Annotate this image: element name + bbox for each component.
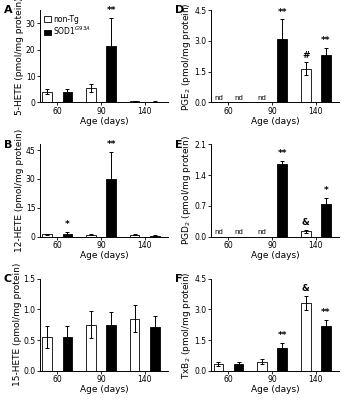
Bar bbox=[150, 236, 160, 237]
Text: **: ** bbox=[107, 140, 116, 149]
Text: nd: nd bbox=[214, 229, 223, 235]
Text: **: ** bbox=[321, 308, 331, 317]
Legend: non-Tg, SOD1$^{G93A}$: non-Tg, SOD1$^{G93A}$ bbox=[43, 14, 92, 38]
Bar bbox=[106, 179, 116, 237]
X-axis label: Age (days): Age (days) bbox=[80, 386, 128, 394]
Bar bbox=[86, 88, 96, 102]
X-axis label: Age (days): Age (days) bbox=[80, 251, 128, 260]
Text: **: ** bbox=[277, 331, 287, 340]
Bar bbox=[106, 325, 116, 371]
Bar bbox=[42, 337, 52, 371]
Bar bbox=[277, 348, 287, 371]
Bar bbox=[321, 326, 331, 371]
Text: &: & bbox=[302, 218, 310, 227]
Text: B: B bbox=[3, 140, 12, 150]
Bar bbox=[301, 68, 310, 102]
Bar bbox=[42, 234, 52, 237]
Bar bbox=[277, 39, 287, 102]
Text: F: F bbox=[175, 274, 182, 284]
Bar bbox=[86, 325, 96, 371]
Bar bbox=[150, 326, 160, 371]
Text: nd: nd bbox=[214, 94, 223, 100]
Bar bbox=[130, 101, 139, 102]
Y-axis label: 5-HETE (pmol/mg protein): 5-HETE (pmol/mg protein) bbox=[15, 0, 24, 115]
Text: **: ** bbox=[277, 149, 287, 158]
Bar bbox=[63, 234, 72, 237]
Text: *: * bbox=[65, 220, 70, 229]
Bar bbox=[321, 204, 331, 237]
Text: **: ** bbox=[107, 6, 116, 15]
Bar bbox=[277, 164, 287, 237]
Bar bbox=[130, 318, 139, 371]
Bar bbox=[42, 92, 52, 102]
Text: A: A bbox=[3, 6, 12, 16]
Bar bbox=[130, 235, 139, 237]
Bar bbox=[301, 231, 310, 237]
Bar bbox=[214, 364, 223, 371]
Bar bbox=[234, 364, 243, 371]
Y-axis label: 12-HETE (pmol/mg protein): 12-HETE (pmol/mg protein) bbox=[15, 129, 24, 252]
Text: D: D bbox=[175, 6, 184, 16]
X-axis label: Age (days): Age (days) bbox=[251, 386, 299, 394]
Text: **: ** bbox=[321, 36, 331, 45]
Bar bbox=[321, 55, 331, 102]
Text: nd: nd bbox=[258, 229, 267, 235]
Text: *: * bbox=[324, 186, 328, 195]
Text: **: ** bbox=[277, 8, 287, 16]
Text: nd: nd bbox=[234, 229, 243, 235]
Text: nd: nd bbox=[258, 94, 267, 100]
Bar bbox=[63, 92, 72, 102]
Y-axis label: PGD$_2$ (pmol/mg protein): PGD$_2$ (pmol/mg protein) bbox=[180, 136, 193, 246]
Text: nd: nd bbox=[234, 94, 243, 100]
X-axis label: Age (days): Age (days) bbox=[251, 251, 299, 260]
Bar bbox=[86, 235, 96, 237]
Bar bbox=[63, 337, 72, 371]
Bar bbox=[257, 362, 267, 371]
Text: E: E bbox=[175, 140, 182, 150]
Y-axis label: TxB$_2$ (pmol/mg protein): TxB$_2$ (pmol/mg protein) bbox=[180, 271, 193, 378]
X-axis label: Age (days): Age (days) bbox=[251, 117, 299, 126]
Bar bbox=[106, 46, 116, 102]
Text: &: & bbox=[302, 284, 310, 293]
Text: C: C bbox=[3, 274, 12, 284]
Text: #: # bbox=[302, 51, 309, 60]
Bar bbox=[301, 303, 310, 371]
Y-axis label: 15-HETE (pmol/mg protein): 15-HETE (pmol/mg protein) bbox=[13, 263, 22, 386]
X-axis label: Age (days): Age (days) bbox=[80, 117, 128, 126]
Y-axis label: PGE$_2$ (pmol/mg protein): PGE$_2$ (pmol/mg protein) bbox=[180, 2, 193, 110]
